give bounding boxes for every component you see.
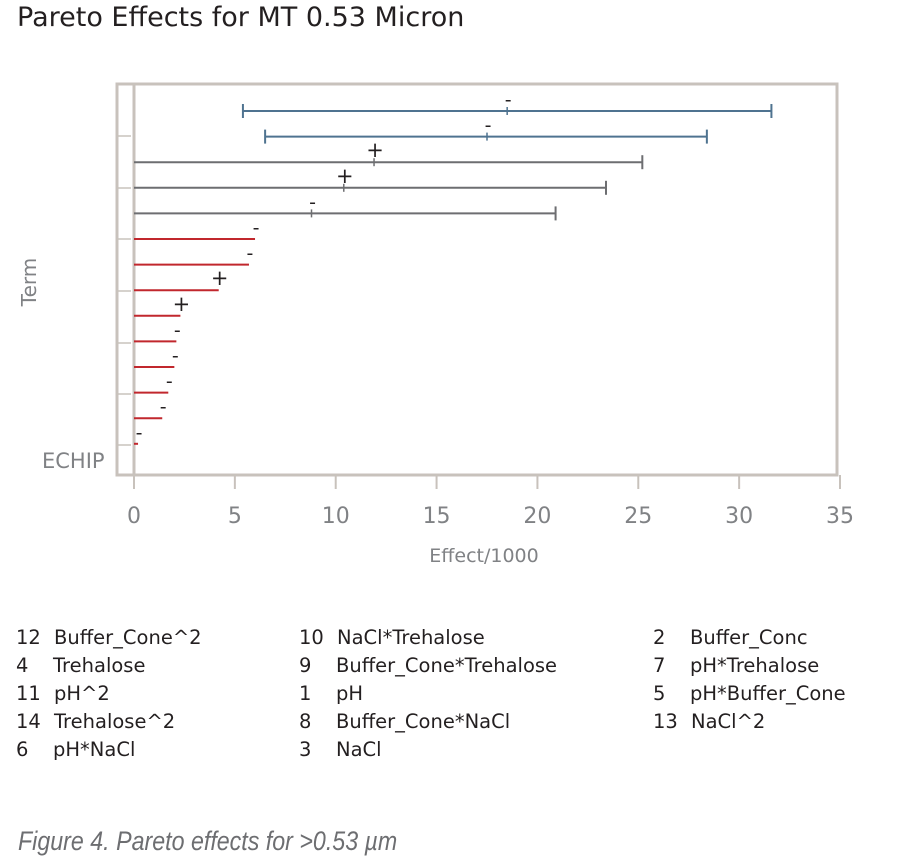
legend-term-label: Trehalose^2: [54, 710, 176, 733]
plot-area: 0 5 10 15 20 25 30 35Effect/1000TermECHIP--++--…: [17, 82, 854, 567]
effect-sign-10: -: [172, 345, 179, 367]
legend-item: 13 NaCl^2: [653, 710, 765, 733]
legend-item: 11 pH^2: [16, 682, 110, 705]
legend-term-number: 5: [653, 682, 666, 705]
effect-sign-11: -: [166, 371, 173, 393]
legend-term-number: 4: [16, 654, 29, 677]
legend-term-number: 7: [653, 654, 666, 677]
y-axis-label: Term: [17, 258, 41, 307]
legend-term-number: 8: [299, 710, 312, 733]
legend-item: 4 Trehalose: [16, 654, 145, 677]
legend-term-label: NaCl^2: [691, 710, 766, 733]
x-tick-label-5: 25: [624, 504, 652, 529]
x-tick-label-6: 30: [725, 504, 753, 529]
legend-term-number: 3: [299, 738, 312, 761]
effect-sign-13: -: [136, 422, 143, 444]
legend-term-number: 1: [299, 682, 312, 705]
plot-frame: [115, 82, 839, 477]
effect-sign-1: -: [485, 115, 492, 137]
effect-sign-6: -: [247, 243, 254, 265]
legend-term-label: Buffer_Cone^2: [54, 626, 202, 649]
legend-item: 7 pH*Trehalose: [653, 654, 819, 677]
legend-term-label: pH: [336, 682, 364, 705]
legend-term-label: pH*Trehalose: [690, 654, 820, 677]
legend-term-label: Trehalose: [53, 654, 146, 677]
term-legend: 12 Buffer_Cone^2 4 Trehalose 11 pH^2 14 Trehalo…: [16, 626, 896, 761]
figure-caption: Figure 4. Pareto effects for >0.53 µm: [18, 826, 398, 856]
legend-term-number: 12: [16, 626, 41, 649]
x-tick-label-1: 5: [228, 504, 242, 529]
legend-item: 2 Buffer_Conc: [653, 626, 808, 649]
legend-term-label: Buffer_Cone*NaCl: [336, 710, 511, 733]
legend-item: 10 NaCl*Trehalose: [299, 626, 485, 649]
effect-sign-8: +: [173, 292, 191, 316]
legend-item: 14 Trehalose^2: [16, 710, 175, 733]
legend-term-label: pH*Buffer_Cone: [690, 682, 846, 705]
legend-term-label: NaCl*Trehalose: [337, 626, 485, 649]
legend-item: 6 pH*NaCl: [16, 738, 135, 761]
effect-sign-4: -: [309, 191, 316, 213]
chart-title: Pareto Effects for MT 0.53 Micron: [17, 2, 465, 33]
x-axis-label: Effect/1000: [429, 545, 538, 567]
legend-item: 8 Buffer_Cone*NaCl: [299, 710, 510, 733]
legend-item: 12 Buffer_Cone^2: [16, 626, 202, 649]
x-tick-label-4: 20: [523, 504, 551, 529]
effect-sign-3: +: [336, 164, 354, 188]
legend-term-number: 9: [299, 654, 312, 677]
effect-sign-5: -: [253, 217, 260, 239]
effect-sign-12: -: [160, 396, 167, 418]
legend-term-label: Buffer_Cone*Trehalose: [336, 654, 558, 677]
legend-item: 1 pH: [299, 682, 363, 705]
legend-item: 3 NaCl: [299, 738, 382, 761]
x-tick-label-0: 0: [127, 504, 141, 529]
legend-term-number: 13: [653, 710, 678, 733]
x-tick-label-2: 10: [322, 504, 350, 529]
effect-sign-9: -: [174, 319, 181, 341]
legend-item: 5 pH*Buffer_Cone: [653, 682, 846, 705]
effect-sign-0: -: [505, 89, 512, 111]
effect-sign-7: +: [211, 266, 229, 290]
legend-term-number: 11: [16, 682, 41, 705]
effect-sign-2: +: [366, 138, 384, 162]
legend-term-label: NaCl: [336, 738, 382, 761]
x-tick-label-7: 35: [826, 504, 854, 529]
legend-term-number: 14: [16, 710, 41, 733]
legend-term-number: 10: [299, 626, 324, 649]
echip-watermark: ECHIP: [42, 449, 105, 473]
legend-term-number: 2: [653, 626, 666, 649]
x-tick-label-3: 15: [423, 504, 451, 529]
legend-term-label: Buffer_Conc: [690, 626, 808, 649]
legend-term-label: pH*NaCl: [53, 738, 136, 761]
legend-item: 9 Buffer_Cone*Trehalose: [299, 654, 557, 677]
pareto-chart: 0 5 10 15 20 25 30 35Effect/1000TermECHIP--++--…: [17, 82, 854, 567]
legend-term-number: 6: [16, 738, 29, 761]
legend-term-label: pH^2: [54, 682, 110, 705]
